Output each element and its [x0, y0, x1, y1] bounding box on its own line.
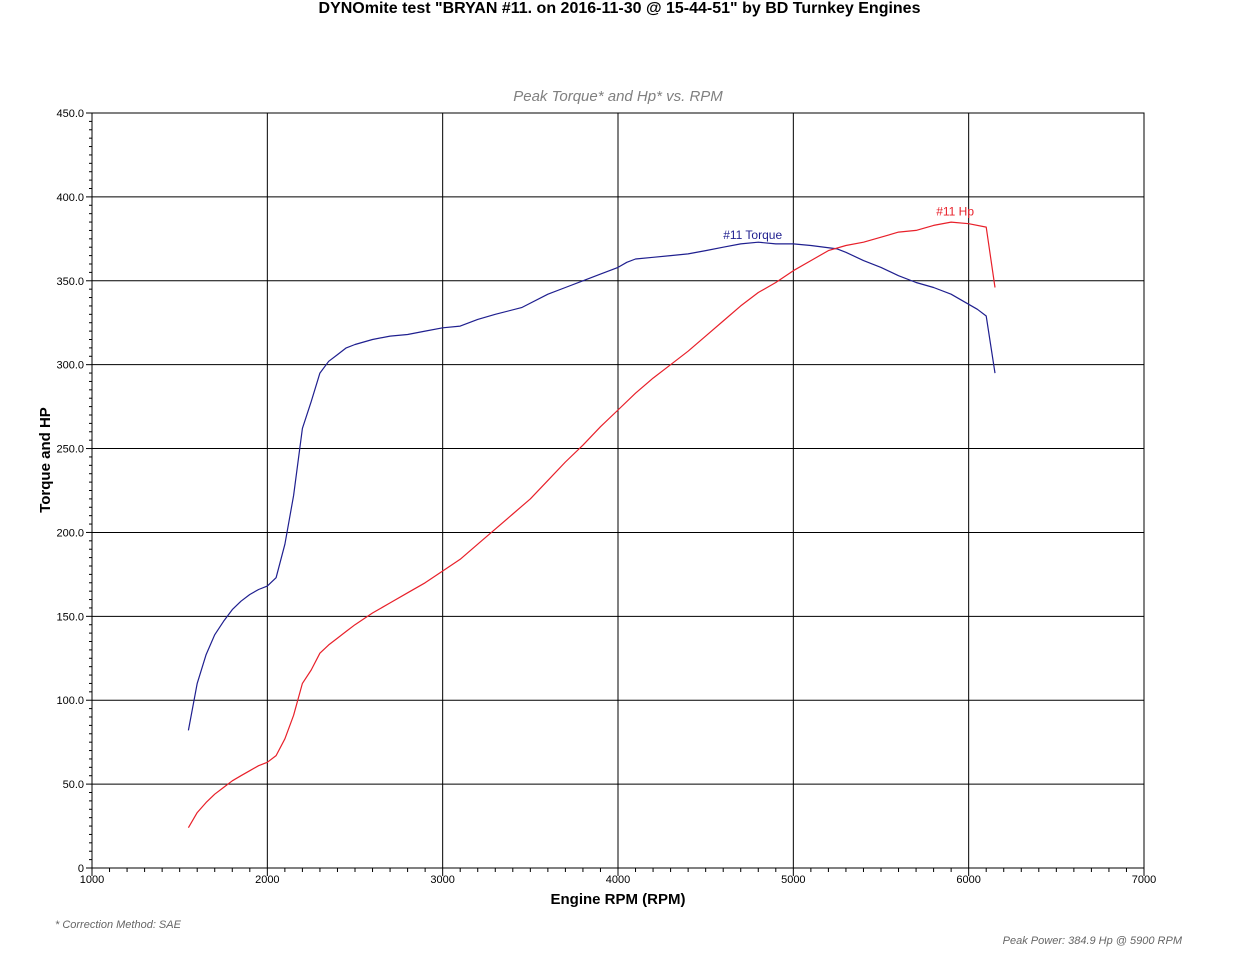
correction-method-note: * Correction Method: SAE — [55, 919, 181, 931]
y-tick-label: 450.0 — [56, 108, 84, 120]
peak-power-note: Peak Power: 384.9 Hp @ 5900 RPM — [1002, 935, 1182, 947]
x-tick-label: 6000 — [956, 874, 980, 886]
chart-main-title: DYNOmite test "BRYAN #11. on 2016-11-30 … — [318, 0, 921, 17]
series-lines: #11 Torque #11 Hp — [187, 204, 996, 829]
chart-subtitle: Peak Torque* and Hp* vs. RPM — [513, 88, 723, 105]
series-label-torque: #11 Torque — [723, 228, 782, 242]
y-tick-label: 300.0 — [56, 360, 84, 372]
x-tick-label: 7000 — [1132, 874, 1156, 886]
series-label-hp: #11 Hp — [936, 204, 974, 218]
x-tick-label: 3000 — [430, 874, 454, 886]
y-tick-label: 350.0 — [56, 276, 84, 288]
series-line-torque — [187, 241, 996, 731]
y-tick-label: 150.0 — [56, 611, 84, 623]
y-axis-title: Torque and HP — [37, 407, 54, 513]
y-tick-label: 400.0 — [56, 192, 84, 204]
y-tick-label: 0 — [78, 863, 84, 875]
x-tick-label: 4000 — [606, 874, 630, 886]
grid-lines — [92, 113, 1144, 868]
y-tick-label: 50.0 — [63, 779, 84, 791]
axis-ticks: 1000 2000 3000 4000 5000 6000 7000 0 50.0 100.0 15… — [56, 108, 1156, 886]
y-tick-label: 200.0 — [56, 527, 84, 539]
plot-area-frame — [91, 112, 1145, 869]
x-tick-label: 5000 — [781, 874, 805, 886]
x-tick-label: 1000 — [80, 874, 104, 886]
y-tick-label: 100.0 — [56, 695, 84, 707]
x-tick-label: 2000 — [255, 874, 279, 886]
series-line-hp — [187, 221, 996, 829]
x-axis-title: Engine RPM (RPM) — [551, 891, 686, 908]
y-tick-label: 250.0 — [56, 444, 84, 456]
